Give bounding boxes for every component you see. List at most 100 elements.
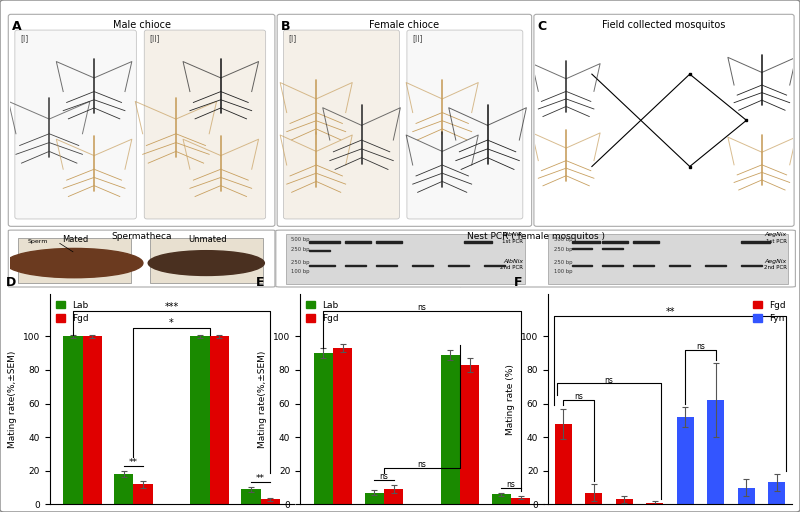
Text: AegNix: AegNix bbox=[764, 232, 786, 237]
Bar bbox=[190, 336, 210, 504]
Text: B: B bbox=[281, 19, 290, 33]
FancyBboxPatch shape bbox=[549, 234, 788, 284]
FancyBboxPatch shape bbox=[283, 30, 399, 219]
Bar bbox=[114, 474, 134, 504]
Bar bbox=[572, 265, 592, 266]
Bar bbox=[634, 241, 659, 243]
Bar bbox=[634, 265, 654, 266]
Bar bbox=[742, 241, 770, 243]
Bar bbox=[670, 265, 690, 266]
Bar bbox=[376, 265, 397, 266]
Text: ns: ns bbox=[418, 303, 426, 312]
FancyBboxPatch shape bbox=[277, 14, 532, 226]
Bar bbox=[261, 499, 280, 504]
Bar bbox=[463, 241, 492, 243]
Bar bbox=[572, 248, 592, 249]
Text: Nest PCR ( female mosquitos ): Nest PCR ( female mosquitos ) bbox=[466, 232, 605, 241]
Text: Spermatheca: Spermatheca bbox=[111, 232, 172, 241]
Bar bbox=[738, 487, 754, 504]
Text: E: E bbox=[256, 276, 265, 289]
Bar bbox=[134, 484, 153, 504]
Bar bbox=[677, 417, 694, 504]
Bar bbox=[706, 265, 726, 266]
Bar bbox=[602, 248, 623, 249]
Text: A: A bbox=[12, 19, 22, 33]
Text: ns: ns bbox=[379, 472, 388, 481]
Text: AlbNix: AlbNix bbox=[502, 232, 522, 237]
Bar bbox=[555, 424, 572, 504]
Text: 2nd PCR: 2nd PCR bbox=[764, 265, 786, 270]
FancyBboxPatch shape bbox=[144, 30, 266, 219]
Text: Male chioce: Male chioce bbox=[113, 19, 170, 30]
Bar bbox=[210, 336, 229, 504]
Bar bbox=[616, 499, 633, 504]
FancyBboxPatch shape bbox=[15, 30, 136, 219]
Text: ns: ns bbox=[696, 342, 705, 351]
Bar bbox=[365, 493, 384, 504]
Legend: Lab, Fgd: Lab, Fgd bbox=[54, 299, 90, 325]
Text: 500 bp: 500 bp bbox=[554, 237, 572, 242]
Circle shape bbox=[148, 251, 264, 275]
Text: 1st PCR: 1st PCR bbox=[766, 239, 786, 244]
Text: 500 bp: 500 bp bbox=[291, 237, 310, 242]
Bar bbox=[346, 241, 371, 243]
Bar bbox=[310, 265, 335, 266]
Text: 2nd PCR: 2nd PCR bbox=[500, 265, 523, 270]
Bar bbox=[314, 353, 333, 504]
Bar bbox=[310, 241, 340, 243]
Bar bbox=[333, 348, 352, 504]
FancyBboxPatch shape bbox=[18, 238, 131, 283]
Text: ns: ns bbox=[574, 392, 583, 401]
Y-axis label: Mating rate(%,±SEM): Mating rate(%,±SEM) bbox=[8, 351, 17, 448]
Text: ns: ns bbox=[418, 460, 426, 470]
Bar bbox=[572, 241, 600, 243]
Text: **: ** bbox=[129, 458, 138, 467]
Text: Sperm: Sperm bbox=[28, 239, 49, 244]
Text: Female chioce: Female chioce bbox=[370, 19, 439, 30]
Legend: Fgd, Fyn: Fgd, Fyn bbox=[751, 299, 787, 325]
Text: F: F bbox=[514, 276, 522, 289]
Bar bbox=[742, 265, 762, 266]
Text: [II]: [II] bbox=[150, 34, 160, 43]
FancyBboxPatch shape bbox=[534, 14, 794, 226]
FancyBboxPatch shape bbox=[286, 234, 526, 284]
Bar bbox=[242, 489, 261, 504]
Text: [II]: [II] bbox=[412, 34, 422, 43]
FancyBboxPatch shape bbox=[8, 230, 275, 287]
Text: AlbNix: AlbNix bbox=[503, 259, 523, 264]
Text: D: D bbox=[6, 276, 16, 289]
Text: Unmated: Unmated bbox=[188, 236, 227, 244]
FancyBboxPatch shape bbox=[150, 238, 263, 283]
Text: Mated: Mated bbox=[62, 236, 89, 244]
Text: *: * bbox=[170, 318, 174, 328]
Text: AegNix: AegNix bbox=[764, 259, 786, 264]
Bar bbox=[63, 336, 82, 504]
Text: C: C bbox=[538, 19, 547, 33]
Bar bbox=[346, 265, 366, 266]
Bar bbox=[460, 365, 479, 504]
Bar bbox=[484, 265, 505, 266]
Legend: Lab, Fgd: Lab, Fgd bbox=[305, 299, 341, 325]
FancyBboxPatch shape bbox=[8, 14, 275, 226]
Y-axis label: Mating rate (%): Mating rate (%) bbox=[506, 364, 515, 435]
Text: 100 bp: 100 bp bbox=[291, 269, 310, 274]
Y-axis label: Mating rate(%,±SEM): Mating rate(%,±SEM) bbox=[258, 351, 267, 448]
Bar bbox=[586, 493, 602, 504]
Bar bbox=[602, 241, 628, 243]
Bar bbox=[511, 498, 530, 504]
FancyBboxPatch shape bbox=[276, 230, 795, 287]
Bar bbox=[384, 489, 403, 504]
Text: 100 bp: 100 bp bbox=[554, 269, 572, 274]
Text: Field collected mosquitos: Field collected mosquitos bbox=[602, 19, 726, 30]
Bar bbox=[376, 241, 402, 243]
Bar bbox=[707, 400, 724, 504]
Text: **: ** bbox=[256, 474, 265, 483]
Bar bbox=[646, 503, 663, 504]
Text: [I]: [I] bbox=[289, 34, 297, 43]
Text: ns: ns bbox=[605, 376, 614, 385]
Text: **: ** bbox=[666, 307, 674, 317]
Text: 250 bp: 250 bp bbox=[291, 247, 310, 252]
Bar bbox=[768, 482, 785, 504]
Text: 250 bp: 250 bp bbox=[291, 260, 310, 265]
Text: 1st PCR: 1st PCR bbox=[502, 239, 523, 244]
